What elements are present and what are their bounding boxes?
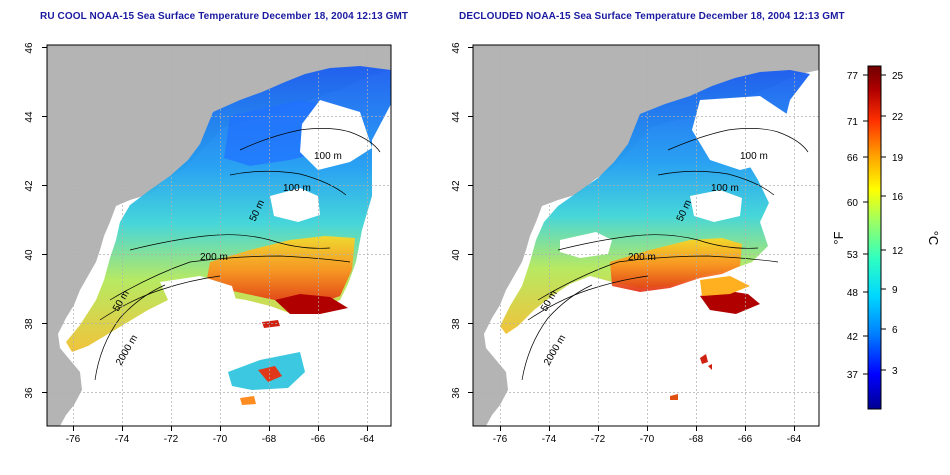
fahrenheit-tick-label: 53 xyxy=(847,250,859,261)
left-lon-tick-label: -64 xyxy=(360,434,375,445)
celsius-tick-label: 6 xyxy=(892,325,898,336)
fahrenheit-tick-label: 48 xyxy=(847,288,859,299)
left-lon-tick-label: -68 xyxy=(262,434,277,445)
left-lon-tick-label: -66 xyxy=(311,434,326,445)
fahrenheit-tick-label: 37 xyxy=(847,370,859,381)
right-contour-label: 100 m xyxy=(711,183,739,194)
left-contour-label: 100 m xyxy=(314,151,342,162)
left-lon-tick-label: -72 xyxy=(164,434,179,445)
left-lat-tick-label: 44 xyxy=(24,111,35,123)
right-lon-tick-label: -64 xyxy=(787,434,802,445)
right-lat-tick-label: 36 xyxy=(451,387,462,399)
right-lat-tick-label: 40 xyxy=(451,249,462,261)
right-lat-tick-label: 44 xyxy=(451,111,462,123)
right-sst-map: 100 m 100 m 50 m 200 m 50 m 2000 m -76 -… xyxy=(451,42,820,445)
right-lon-tick-label: -70 xyxy=(640,434,655,445)
right-contour-label: 100 m xyxy=(740,151,768,162)
left-lat-tick-label: 40 xyxy=(24,249,35,261)
left-lon-tick-label: -74 xyxy=(115,434,130,445)
right-land xyxy=(473,45,819,426)
fahrenheit-axis-label: °F xyxy=(831,231,846,244)
celsius-tick-label: 16 xyxy=(892,192,904,203)
left-lon-tick-label: -70 xyxy=(213,434,228,445)
left-lat-tick-label: 36 xyxy=(24,387,35,399)
fahrenheit-tick-label: 71 xyxy=(847,117,859,128)
left-lon-tick-label: -76 xyxy=(66,434,81,445)
left-map-title: RU COOL NOAA-15 Sea Surface Temperature … xyxy=(40,11,409,22)
right-lon-tick-label: -72 xyxy=(591,434,606,445)
celsius-tick-label: 22 xyxy=(892,112,904,123)
temperature-colorbar: 77 71 66 60 53 48 42 37 25 22 19 16 12 9… xyxy=(831,65,941,410)
right-lat-tick-label: 38 xyxy=(451,318,462,330)
left-contour-label: 200 m xyxy=(200,252,228,263)
fahrenheit-tick-label: 60 xyxy=(847,198,859,209)
left-lat-tick-label: 46 xyxy=(24,42,35,54)
right-lat-tick-label: 42 xyxy=(451,180,462,192)
celsius-tick-label: 3 xyxy=(892,366,898,377)
left-contour-label: 100 m xyxy=(283,183,311,194)
celsius-tick-label: 12 xyxy=(892,246,904,257)
right-lon-tick-label: -68 xyxy=(689,434,704,445)
celsius-tick-label: 25 xyxy=(892,71,904,82)
right-contour-label: 200 m xyxy=(628,252,656,263)
right-lon-tick-label: -76 xyxy=(493,434,508,445)
left-sst-map: 100 m 100 m 50 m 200 m 50 m 2000 m -76 -… xyxy=(24,42,392,445)
right-lon-tick-label: -66 xyxy=(738,434,753,445)
left-land xyxy=(47,45,391,426)
right-lon-tick-label: -74 xyxy=(542,434,557,445)
left-lat-tick-label: 38 xyxy=(24,318,35,330)
left-lat-tick-label: 42 xyxy=(24,180,35,192)
fahrenheit-tick-label: 66 xyxy=(847,153,859,164)
fahrenheit-tick-label: 42 xyxy=(847,332,859,343)
right-map-title: DECLOUDED NOAA-15 Sea Surface Temperatur… xyxy=(459,11,845,22)
celsius-axis-label: °C xyxy=(926,231,941,246)
celsius-tick-label: 19 xyxy=(892,153,904,164)
right-lat-tick-label: 46 xyxy=(451,42,462,54)
celsius-tick-label: 9 xyxy=(892,285,898,296)
fahrenheit-tick-label: 77 xyxy=(847,71,859,82)
